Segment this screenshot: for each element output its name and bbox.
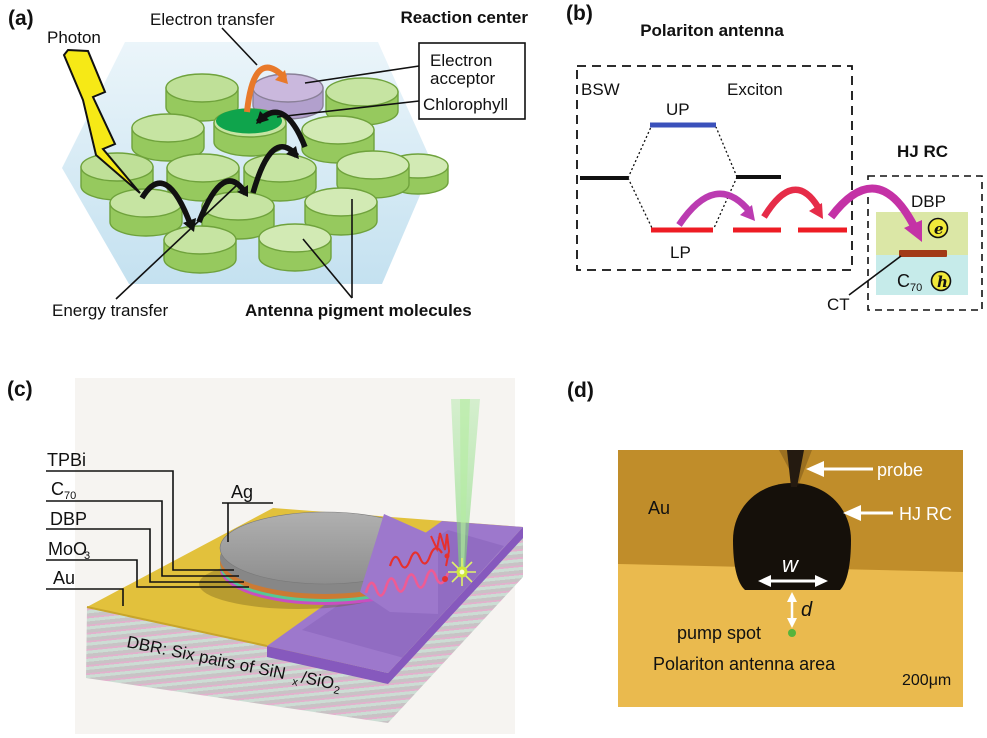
chlorophyll-label: Chlorophyll	[423, 95, 508, 114]
dbp-label: DBP	[911, 192, 946, 211]
relaxation-zigzag	[430, 532, 451, 567]
dbr-caption-subx: x	[291, 676, 299, 689]
pigment-disc	[165, 73, 239, 122]
antenna-leader-2	[302, 238, 353, 299]
hjrc-dashed-box	[867, 175, 983, 311]
hjrc-blob	[733, 483, 851, 590]
hjrc-title: HJ RC	[897, 142, 948, 161]
width-arrow	[758, 575, 828, 587]
scale-bar-label: 200μm	[902, 672, 951, 689]
panel-d: (d) probe HJ RC Au w	[567, 379, 963, 707]
hole-icon	[930, 270, 952, 292]
electron-acceptor-label-line1: Electron	[430, 51, 492, 70]
pigment-disc	[163, 225, 237, 274]
dbr-front-face	[86, 607, 388, 723]
dbp-layer-label: DBP	[50, 509, 87, 529]
distance-arrow	[787, 592, 797, 628]
chlorophyll-leader	[276, 100, 420, 118]
layer-leaders	[46, 470, 273, 606]
panel-c-tag: (c)	[7, 378, 33, 401]
electron-transfer-arrow	[244, 64, 288, 113]
hjrc-blob-label: HJ RC	[899, 504, 952, 524]
device-disc-stack	[219, 511, 431, 605]
antenna-area-label: Polariton antenna area	[653, 654, 836, 674]
ag-label: Ag	[231, 482, 253, 502]
pigment-disc	[258, 223, 332, 272]
photon-bolt-icon	[62, 48, 141, 194]
ct-leader	[848, 255, 902, 296]
lp-label: LP	[670, 243, 691, 262]
up-label: UP	[666, 100, 690, 119]
panel-a: (a) Photon Electron transfer Reaction ce…	[8, 7, 528, 320]
acceptor-leader	[304, 65, 420, 84]
polariton-hop-arrow-3	[827, 184, 922, 242]
dbr-caption-sub2: 2	[332, 684, 340, 697]
photon-label: Photon	[47, 28, 101, 47]
reaction-center-label: Reaction center	[400, 8, 528, 27]
pigment-disc	[325, 77, 399, 126]
probe-needle	[787, 450, 804, 487]
electron-transfer-leader	[221, 27, 258, 66]
energy-transfer-leader	[115, 185, 237, 300]
ct-level-bar	[899, 250, 947, 257]
energy-transfer-label: Energy transfer	[52, 301, 169, 320]
pump-spot-dot	[788, 629, 796, 637]
electron-acceptor-label-line2: acceptor	[430, 69, 496, 88]
c70-label: C	[897, 271, 910, 291]
coupling-lines	[627, 126, 738, 229]
pigment-disc-array	[80, 73, 449, 274]
panel-b: (b) Polariton antenna BSW Exciton UP LP …	[566, 2, 983, 314]
pump-beam-core	[460, 399, 470, 571]
tpbi-label: TPBi	[47, 450, 86, 470]
polariton-wave-pink	[364, 569, 450, 597]
dbr-right-face	[388, 527, 523, 723]
micrograph: probe HJ RC Au w d pump spot	[618, 450, 963, 707]
c70-label-sub: 70	[910, 282, 922, 294]
panel-c: (c)	[7, 378, 523, 734]
disc-chord-cover	[360, 514, 438, 614]
bsw-label: BSW	[581, 80, 620, 99]
panel-d-tag: (d)	[567, 379, 594, 402]
c70-layer-label-sub: 70	[64, 490, 76, 502]
pump-spot-label: pump spot	[677, 623, 761, 643]
width-symbol: w	[782, 552, 800, 577]
polariton-dashed-box	[576, 65, 853, 271]
electron-transfer-label: Electron transfer	[150, 10, 275, 29]
legend-box	[418, 42, 526, 120]
polariton-antenna-title: Polariton antenna	[640, 21, 784, 40]
c70-region	[876, 255, 968, 295]
c70-layer-label: C	[51, 479, 64, 499]
polariton-hop-arrow-1	[676, 190, 755, 227]
hole-symbol: h	[937, 273, 948, 291]
pigment-disc	[109, 188, 183, 237]
distance-symbol: d	[801, 599, 813, 621]
ct-label: CT	[827, 295, 850, 314]
probe-label: probe	[877, 460, 923, 480]
moo3-label-sub: 3	[84, 550, 90, 562]
exciton-label: Exciton	[727, 80, 783, 99]
moo3-label: MoO	[48, 539, 87, 559]
polariton-hop-arrow-2	[761, 186, 823, 219]
pigment-disc	[304, 187, 378, 236]
polariton-wave-red	[388, 547, 443, 569]
au-region-label: Au	[648, 498, 670, 518]
energy-transfer-arrows	[139, 109, 308, 232]
panel-b-tag: (b)	[566, 2, 593, 25]
panel-a-tag: (a)	[8, 7, 34, 30]
purple-edge-front	[267, 646, 388, 684]
excitation-spark-icon	[448, 558, 476, 586]
purple-edge-right	[388, 527, 523, 684]
electron-icon	[927, 217, 949, 239]
zigzag-dot	[442, 576, 448, 582]
pigment-disc	[131, 113, 205, 162]
antenna-label: Antenna pigment molecules	[245, 301, 472, 320]
hjrc-arrow	[843, 505, 893, 521]
probe-arrow	[806, 461, 873, 477]
au-layer-label: Au	[53, 568, 75, 588]
electron-symbol: e	[934, 220, 944, 238]
gold-front-edge	[86, 606, 268, 647]
